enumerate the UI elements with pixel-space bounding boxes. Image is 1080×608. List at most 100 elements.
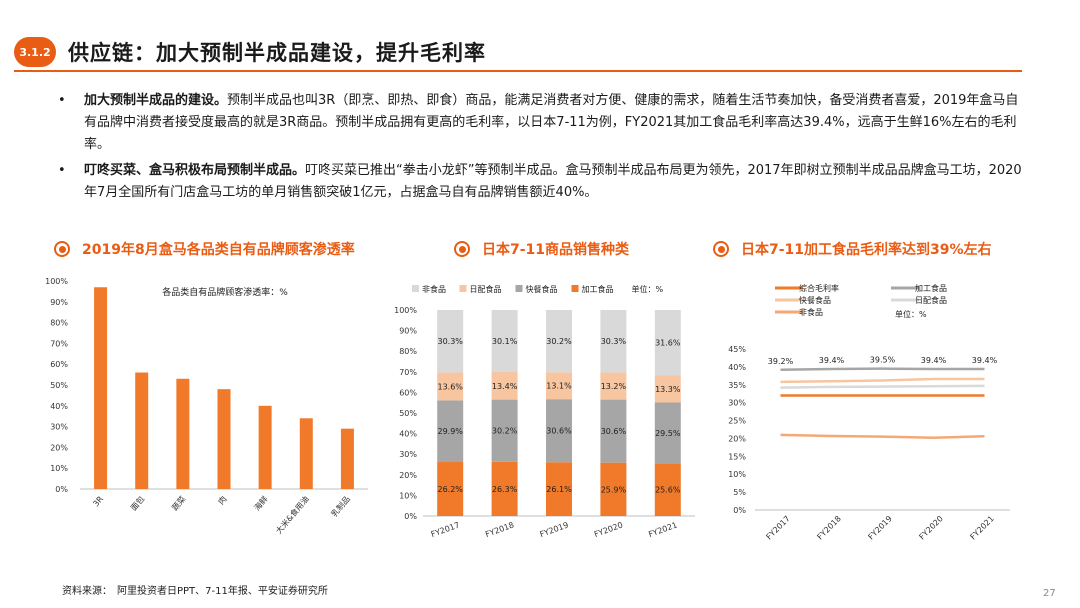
bullet-item: • 叮咚买菜、盒马积极布局预制半成品。叮咚买菜已推出“拳击小龙虾”等预制半成品。… [58,160,1026,204]
data-label: 39.5% [870,356,896,365]
y-tick-label: 0% [404,512,417,521]
y-tick-label: 80% [50,319,68,328]
x-tick-label: FY2017 [430,520,461,539]
data-label: 39.4% [972,356,998,365]
x-tick-label: FY2018 [484,520,515,539]
stacked-bar-segment [546,372,572,400]
y-tick-label: 20% [728,434,746,443]
stacked-bar-segment [654,375,681,403]
target-icon [454,241,470,257]
data-label: 30.2% [492,427,518,436]
legend-swatch [412,285,419,292]
y-tick-label: 80% [399,347,417,356]
y-tick-label: 50% [50,381,68,390]
y-tick-label: 30% [728,399,746,408]
stacked-bar-segment [546,399,572,463]
stacked-bar-segment [546,462,572,516]
bullet-lead: 叮咚买菜、盒马积极布局预制半成品。 [84,163,306,178]
y-tick-label: 10% [728,470,746,479]
y-tick-label: 70% [399,368,417,377]
x-tick-label: FY2021 [647,520,678,539]
x-tick-label: 海鲜 [252,494,270,513]
y-tick-label: 40% [728,363,746,372]
bar [176,378,190,489]
data-label: 13.2% [601,382,627,391]
y-tick-label: 20% [50,443,68,452]
data-label: 13.3% [655,385,681,394]
y-tick-label: 5% [733,488,746,497]
stacked-bar-segment [491,310,518,373]
chart-penetration-rate: 各品类自有品牌顾客渗透率：% 0% 10% 20% 30% 40% 50% 60% 70% 80%… [45,277,368,536]
y-tick-label: 90% [399,327,417,336]
chart2-title: 日本7-11商品销售种类 [482,242,630,258]
stacked-bar-segment [491,399,518,462]
y-tick-label: 90% [50,298,68,307]
series-line [780,433,985,439]
bullet-lead: 加大预制半成品的建设。 [84,93,228,108]
series-line [780,367,985,372]
y-tick-label: 45% [728,345,746,354]
legend-swatch [459,285,467,292]
legend-label: 日配食品 [470,284,502,294]
stacked-bar-segment [546,310,572,373]
x-tick-label: 大米&食用油 [273,494,310,536]
data-label: 13.6% [437,382,463,391]
y-tick-label: 60% [50,360,68,369]
y-tick-label: 10% [50,464,68,473]
legend-label: 快餐食品 [526,284,558,294]
bullet-text: 预制半成品也叫3R（即烹、即热、即食）商品，能满足消费者对方便、健康的需求，随着… [84,93,1019,152]
chart-sales-mix: 非食品 日配食品 快餐食品 加工食品 单位：% 0% 10% 20% 30% 40% 50% 60% 7… [394,284,695,539]
x-tick-label: FY2019 [539,520,570,539]
target-icon [54,241,70,257]
data-label: 30.1% [492,337,518,346]
legend-label: 加工食品 [915,283,947,293]
x-tick-label: 乳制品 [329,494,352,519]
x-tick-label: FY2017 [764,514,791,541]
x-tick-label: 3R [91,494,105,508]
page-title: 供应链：加大预制半成品建设，提升毛利率 [68,41,486,65]
y-tick-label: 40% [50,402,68,411]
data-label: 31.6% [655,339,681,348]
bar [135,372,149,489]
bar [94,287,108,489]
legend-label: 非食品 [799,307,823,317]
x-tick-label: FY2021 [968,514,995,541]
target-icon [713,241,729,257]
stacked-bar-segment [437,372,464,401]
stacked-bar-segment [437,310,464,373]
legend-swatch [571,285,579,292]
x-tick-label: 肉 [216,494,229,507]
data-label: 26.1% [546,485,572,494]
slide-header: 3.1.2 供应链：加大预制半成品建设，提升毛利率 [14,34,486,70]
stacked-bar-segment [654,463,681,516]
y-tick-label: 70% [50,339,68,348]
stacked-bar-segment [437,400,464,463]
stacked-bar-segment [491,372,518,400]
stacked-bar-segment [600,310,627,373]
stacked-bar-segment [437,462,464,516]
data-label: 29.9% [437,427,463,436]
data-label: 39.4% [921,356,947,365]
data-label: 30.2% [546,337,572,346]
y-tick-label: 20% [399,471,417,480]
chart3-title: 日本7-11加工食品毛利率达到39%左右 [741,242,992,258]
chart3-heading: 日本7-11加工食品毛利率达到39%左右 [713,238,992,260]
series-line [780,384,985,389]
y-tick-label: 50% [399,409,417,418]
bullet-dot-icon: • [58,163,66,178]
legend-label: 日配食品 [915,295,947,305]
x-tick-label: FY2020 [917,514,944,541]
bullet-list: • 加大预制半成品的建设。预制半成品也叫3R（即烹、即热、即食）商品，能满足消费… [58,90,1026,208]
section-number-badge: 3.1.2 [14,37,56,67]
y-tick-label: 30% [399,450,417,459]
x-tick-label: 面包 [128,494,146,513]
data-label: 26.2% [437,485,463,494]
stacked-bar-segment [600,462,627,516]
bullet-text: 叮咚买菜已推出“拳击小龙虾”等预制半成品。盒马预制半成品布局更为领先，2017年… [84,163,1022,200]
stacked-bar-segment [600,372,627,400]
legend-label: 非食品 [422,284,446,294]
data-label: 39.4% [819,356,845,365]
x-tick-label: 蔬菜 [169,494,187,513]
y-tick-label: 40% [399,430,417,439]
